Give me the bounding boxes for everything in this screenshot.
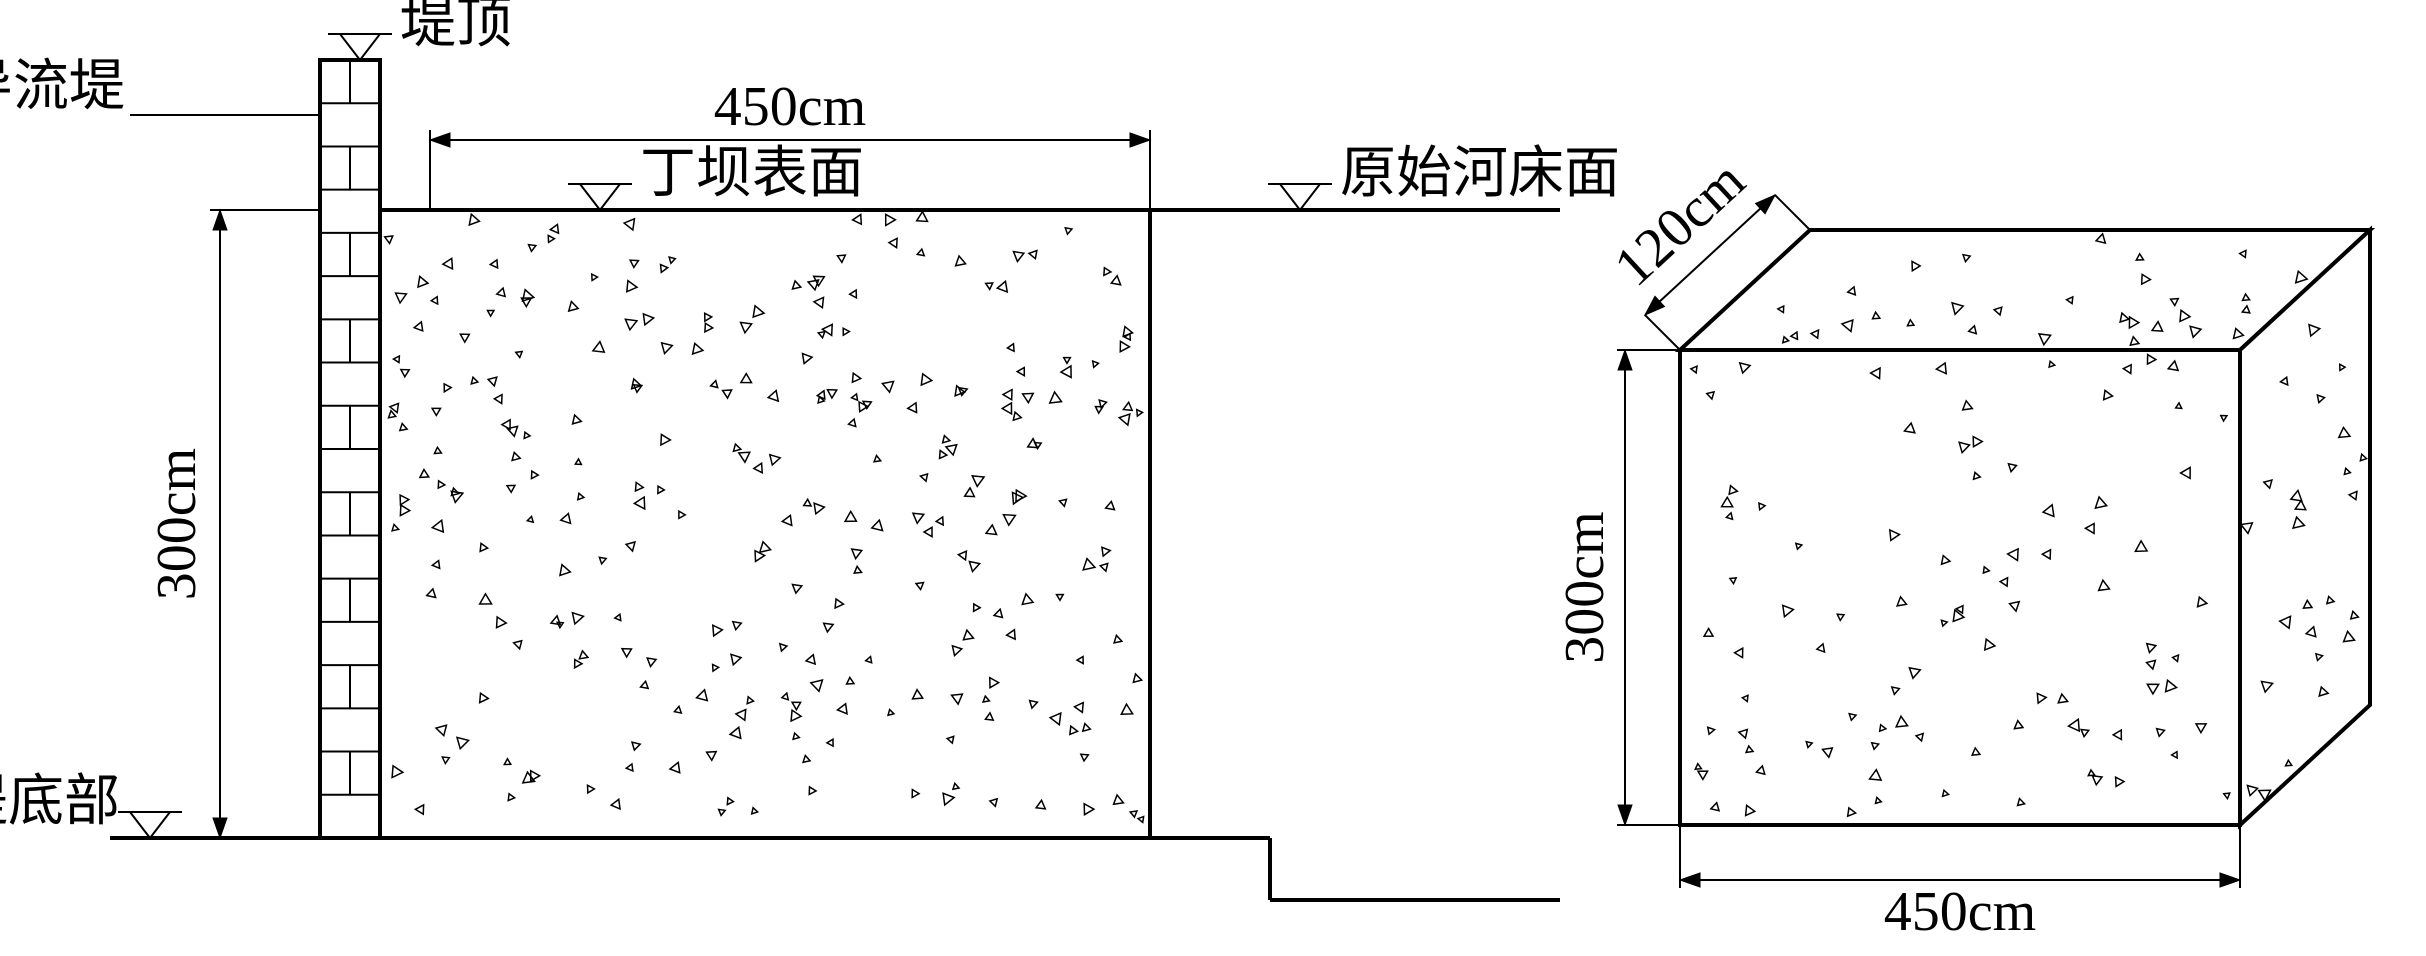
label-diversion-dike: 导流堤 xyxy=(0,56,125,118)
dim-iso-120: 120cm xyxy=(1603,149,1757,298)
label-dike-bottom: 堤底部 xyxy=(0,771,120,833)
label-original-riverbed: 原始河床面 xyxy=(1340,143,1620,205)
dim-iso-300: 300cm xyxy=(1554,511,1616,663)
dim-450-top: 450cm xyxy=(714,76,866,138)
spur-dam xyxy=(380,210,1150,838)
label-dike-top: 堤顶 xyxy=(400,0,512,55)
dim-iso-450: 450cm xyxy=(1884,881,2036,943)
dim-300-left: 300cm xyxy=(146,448,208,600)
isometric-view xyxy=(1680,230,2370,825)
label-spur-surface: 丁坝表面 xyxy=(640,143,864,205)
